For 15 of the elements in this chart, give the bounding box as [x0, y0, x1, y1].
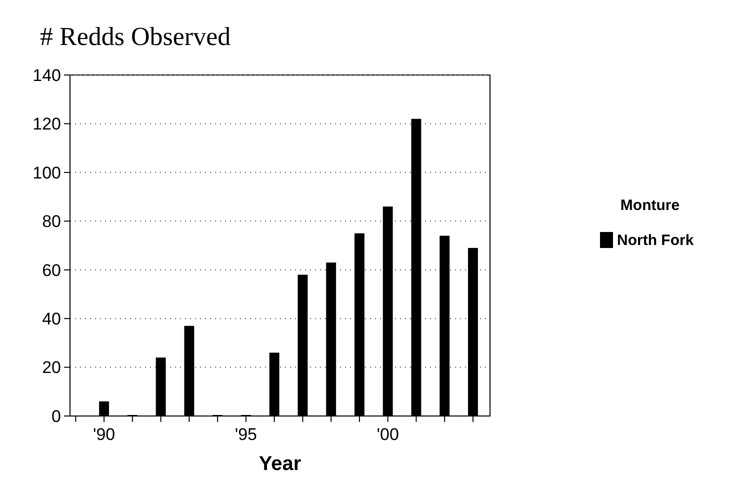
y-tick-label: 60	[42, 260, 61, 280]
x-tick-label: '90	[92, 425, 116, 444]
x-axis-title: Year	[258, 453, 302, 475]
legend-label: North Fork	[617, 232, 694, 249]
y-tick-label: 80	[42, 212, 61, 232]
x-tick-label: '95	[234, 425, 258, 444]
x-tick-label: '00	[376, 425, 399, 444]
legend-title: Monture	[620, 197, 680, 214]
y-tick-label: 40	[42, 310, 61, 329]
y-tick-label: 100	[32, 163, 61, 182]
chart-title: # Redds Observed	[40, 22, 231, 51]
y-tick-label: 20	[42, 358, 61, 378]
y-tick-label: 120	[32, 114, 61, 134]
y-tick-label: 0	[52, 406, 61, 426]
y-tick-label: 140	[32, 66, 61, 85]
